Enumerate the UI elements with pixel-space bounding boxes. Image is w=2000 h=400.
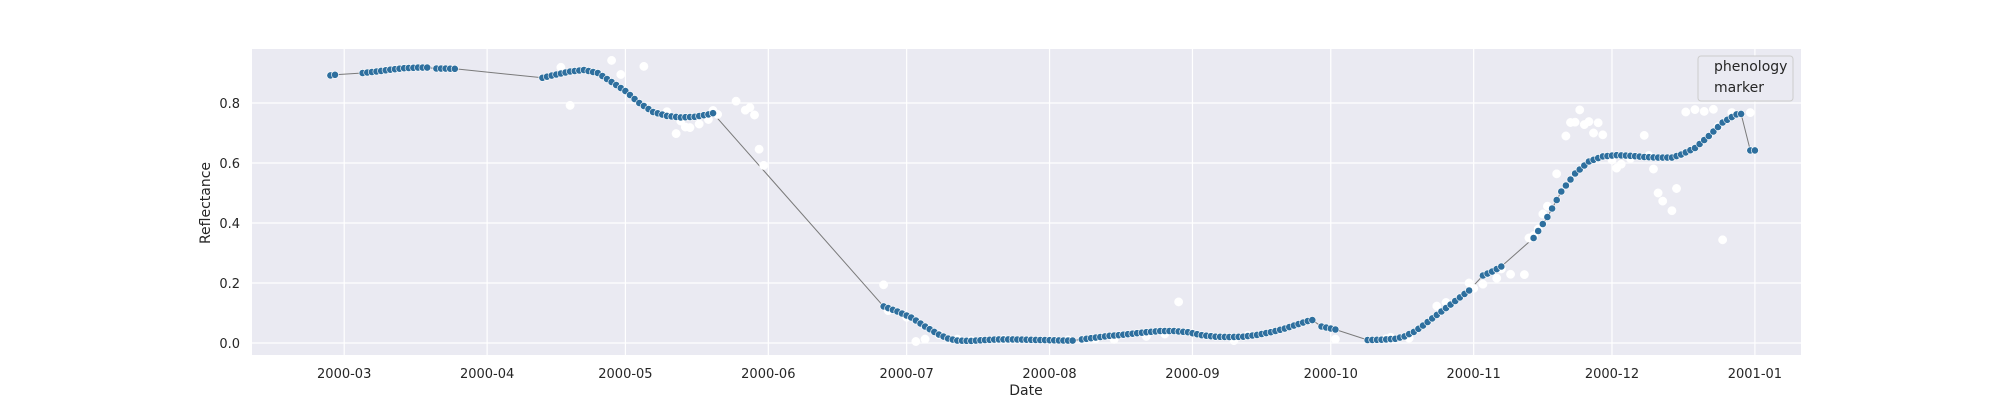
- marker-point: [1492, 273, 1502, 283]
- phenology-point: [1557, 187, 1566, 196]
- marker-point: [1653, 188, 1663, 198]
- marker-point: [1681, 107, 1691, 117]
- marker-point: [1584, 117, 1594, 127]
- x-tick-labels: 2000-03 2000-04 2000-05 2000-06 2000-07 2000-…: [317, 367, 1782, 382]
- phenology-point: [1562, 181, 1570, 190]
- marker-point: [1616, 159, 1626, 169]
- phenology-point: [1538, 220, 1547, 228]
- legend-entry-phenology: phenology: [1714, 59, 1787, 75]
- marker-point: [754, 144, 764, 154]
- x-tick-label: 2000-06: [741, 367, 795, 382]
- y-axis-label: Reflectance: [198, 162, 214, 244]
- marker-point: [1667, 206, 1677, 216]
- phenology-point: [423, 63, 432, 72]
- phenology-point: [1534, 227, 1543, 235]
- marker-point: [694, 119, 704, 129]
- phenology-point: [450, 64, 459, 73]
- marker-point: [1593, 118, 1603, 128]
- x-tick-label: 2000-12: [1585, 367, 1639, 382]
- legend-box: [1697, 55, 1794, 102]
- x-tick-label: 2000-11: [1447, 367, 1501, 382]
- marker-point: [1519, 270, 1529, 280]
- marker-point: [1672, 184, 1681, 193]
- phenology-point: [1331, 325, 1340, 334]
- marker-point: [911, 337, 921, 346]
- phenology-point: [331, 70, 339, 79]
- marker-point: [639, 61, 649, 71]
- marker-point: [1552, 169, 1562, 179]
- marker-point: [1658, 196, 1668, 206]
- marker-point: [1639, 130, 1649, 140]
- y-tick-label: 0.8: [219, 97, 240, 112]
- phenology-point: [1465, 286, 1473, 295]
- marker-point: [1690, 105, 1700, 115]
- phenology-point: [1068, 336, 1077, 345]
- phenology-point: [709, 109, 717, 118]
- marker-point: [616, 70, 626, 79]
- x-axis-label: Date: [1009, 383, 1042, 399]
- marker-point: [671, 129, 681, 139]
- marker-point: [565, 100, 575, 110]
- phenology-point: [1548, 204, 1556, 213]
- phenology-point: [1543, 213, 1552, 221]
- x-tick-label: 2000-07: [879, 367, 933, 382]
- legend-entry-marker: marker: [1714, 80, 1764, 96]
- marker-point: [731, 96, 741, 106]
- marker-point: [1649, 164, 1658, 174]
- marker-point: [1598, 130, 1608, 140]
- x-tick-label: 2000-09: [1165, 367, 1219, 382]
- marker-point: [1708, 104, 1718, 114]
- marker-point: [1478, 279, 1488, 289]
- plot-background: [252, 49, 1801, 355]
- marker-point: [879, 280, 889, 290]
- marker-point: [1699, 106, 1709, 116]
- marker-point: [1718, 235, 1728, 245]
- marker-point: [920, 334, 930, 344]
- marker-point: [1506, 269, 1516, 279]
- y-tick-label: 0.6: [219, 157, 240, 172]
- phenology-point: [1529, 234, 1538, 242]
- marker-point: [1575, 105, 1585, 115]
- marker-point: [685, 123, 695, 133]
- marker-point: [607, 55, 617, 65]
- marker-point: [1589, 128, 1598, 138]
- phenology-point: [1308, 316, 1317, 324]
- x-tick-label: 2000-03: [317, 367, 371, 382]
- marker-point: [1174, 297, 1184, 307]
- marker-point: [1330, 334, 1340, 344]
- y-tick-labels: 0.0 0.2 0.4 0.6 0.8: [219, 97, 240, 352]
- phenology-point: [1566, 175, 1575, 184]
- marker-point: [1570, 117, 1580, 127]
- marker-point: [745, 103, 755, 112]
- phenology-point: [1497, 262, 1506, 271]
- x-tick-label: 2000-04: [460, 367, 514, 382]
- y-tick-label: 0.0: [219, 337, 240, 352]
- y-tick-label: 0.2: [219, 277, 240, 292]
- y-tick-label: 0.4: [219, 217, 240, 232]
- x-tick-label: 2000-10: [1304, 367, 1358, 382]
- phenology-point: [1552, 196, 1561, 204]
- marker-point: [1432, 301, 1442, 311]
- marker-point: [750, 110, 759, 120]
- legend: phenology marker: [1697, 55, 1794, 102]
- marker-point: [759, 160, 769, 170]
- marker-point: [1561, 131, 1571, 141]
- phenology-point: [1737, 110, 1745, 118]
- x-tick-label: 2001-01: [1728, 367, 1782, 382]
- marker-point: [1745, 108, 1755, 118]
- phenology-points: [326, 63, 1759, 345]
- x-tick-label: 2000-05: [598, 367, 652, 382]
- x-tick-label: 2000-08: [1022, 367, 1076, 382]
- phenology-point: [1751, 146, 1759, 155]
